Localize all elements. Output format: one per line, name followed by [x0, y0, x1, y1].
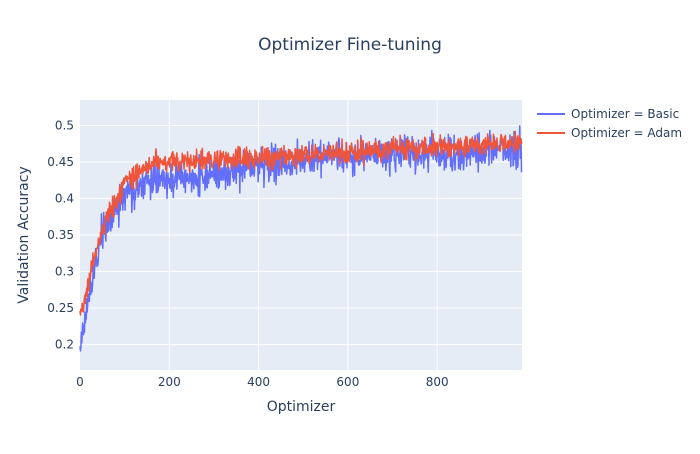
chart-title: Optimizer Fine-tuning	[258, 35, 442, 55]
x-tick-label-2: 400	[247, 375, 270, 389]
legend-label-adam[interactable]: Optimizer = Adam	[571, 126, 682, 140]
y-tick-label-0: 0.2	[55, 337, 74, 351]
y-axis-label: Validation Accuracy	[16, 166, 32, 304]
legend[interactable]: Optimizer = Basic Optimizer = Adam	[537, 107, 682, 140]
y-tick-label-5: 0.45	[47, 155, 74, 169]
y-tick-label-3: 0.35	[47, 228, 74, 242]
axis-labels: 0.2 0.25 0.3 0.35 0.4 0.45 0.5 0 200 400 600 800	[47, 119, 448, 389]
y-tick-label-4: 0.4	[55, 192, 74, 206]
grid-lines	[80, 100, 522, 370]
x-tick-label-1: 200	[158, 375, 181, 389]
series-line-adam	[79, 130, 523, 316]
legend-label-basic[interactable]: Optimizer = Basic	[571, 107, 679, 121]
x-tick-label-3: 600	[336, 375, 359, 389]
y-tick-label-6: 0.5	[55, 119, 74, 133]
y-tick-label-2: 0.3	[55, 264, 74, 278]
series-layer	[79, 125, 523, 352]
x-axis-label: Optimizer	[267, 399, 336, 415]
y-tick-label-1: 0.25	[47, 301, 74, 315]
x-tick-label-0: 0	[76, 375, 84, 389]
x-tick-label-4: 800	[426, 375, 449, 389]
